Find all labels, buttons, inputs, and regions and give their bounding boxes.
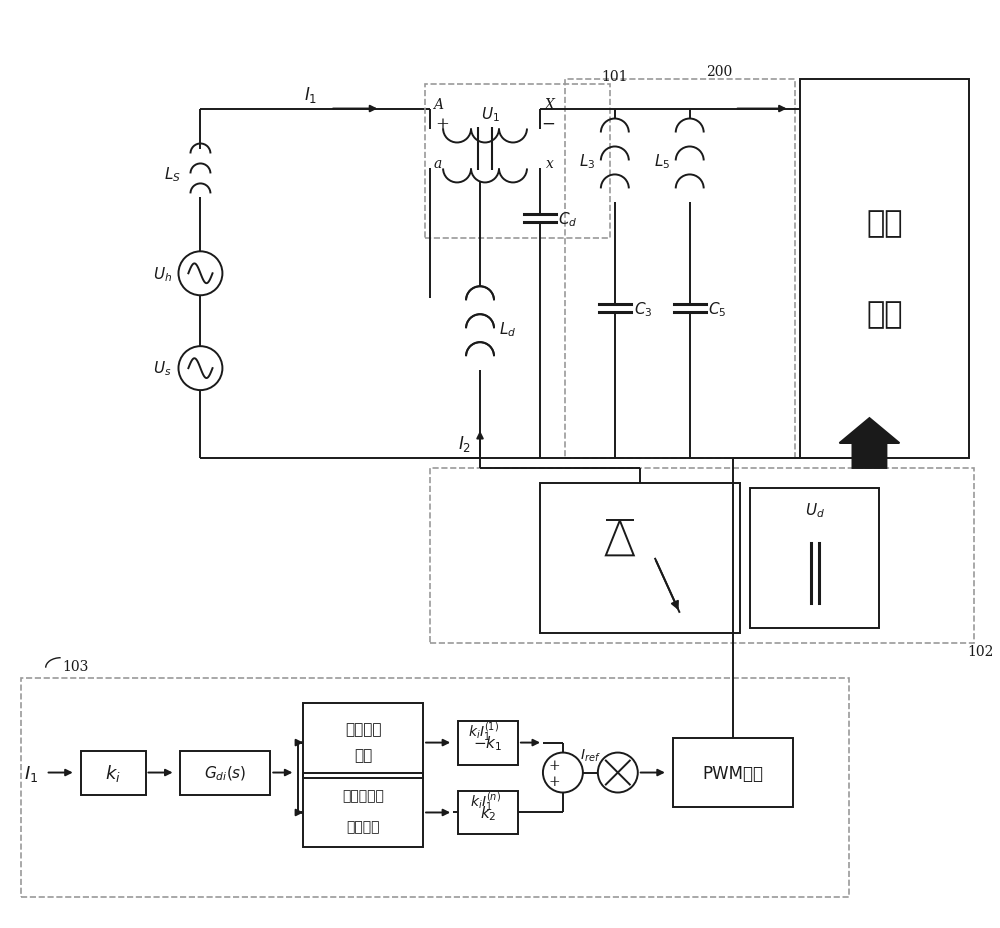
Bar <box>800 80 969 458</box>
Text: 基波检测: 基波检测 <box>345 722 381 737</box>
Bar <box>458 791 518 834</box>
Text: 200: 200 <box>707 65 733 79</box>
Bar <box>21 678 849 897</box>
Text: $I_2$: $I_2$ <box>458 433 472 454</box>
Bar <box>425 84 610 239</box>
Text: 负载: 负载 <box>866 300 903 329</box>
Text: X: X <box>545 97 555 111</box>
Text: $k_i$: $k_i$ <box>105 762 121 783</box>
Text: −: − <box>541 116 555 133</box>
Bar <box>750 488 879 628</box>
Text: $k_2$: $k_2$ <box>480 804 496 822</box>
Text: a: a <box>434 157 442 172</box>
Text: $L_S$: $L_S$ <box>164 165 181 184</box>
Text: $L_5$: $L_5$ <box>654 152 670 171</box>
Text: 谐波: 谐波 <box>866 209 903 238</box>
Text: 环节: 环节 <box>354 748 372 763</box>
Bar <box>303 773 423 847</box>
Text: $U_h$: $U_h$ <box>153 264 172 283</box>
Text: $L_3$: $L_3$ <box>579 152 595 171</box>
Text: A: A <box>433 97 443 111</box>
Polygon shape <box>839 419 899 469</box>
Text: $L_d$: $L_d$ <box>499 319 517 338</box>
Text: $k_i I_1^{(1)}$: $k_i I_1^{(1)}$ <box>468 719 499 742</box>
Text: 103: 103 <box>62 659 89 673</box>
Bar <box>430 469 974 643</box>
Text: $I_1$: $I_1$ <box>304 84 317 105</box>
Text: $C_d$: $C_d$ <box>558 210 578 228</box>
Text: +: + <box>548 774 560 788</box>
Bar <box>81 751 146 794</box>
Text: +: + <box>435 116 449 133</box>
Text: $-k_1$: $-k_1$ <box>473 733 503 752</box>
Text: +: + <box>548 758 560 772</box>
Text: $I_1$: $I_1$ <box>24 763 38 782</box>
Text: 101: 101 <box>602 70 628 84</box>
Bar <box>303 702 423 778</box>
Text: PWM驱动: PWM驱动 <box>702 764 763 781</box>
Bar <box>458 721 518 765</box>
Text: $k_i I_1^{(n)}$: $k_i I_1^{(n)}$ <box>470 790 501 812</box>
Text: $C_3$: $C_3$ <box>634 300 652 318</box>
Text: x: x <box>546 157 554 172</box>
Bar <box>565 80 795 458</box>
Bar <box>180 751 270 794</box>
Text: $U_1$: $U_1$ <box>481 105 499 123</box>
Text: $I_{ref}$: $I_{ref}$ <box>580 746 601 763</box>
Text: $G_{di}(s)$: $G_{di}(s)$ <box>204 764 247 782</box>
Bar <box>673 738 793 807</box>
Text: 102: 102 <box>967 644 993 658</box>
Text: 指定次谐波: 指定次谐波 <box>342 788 384 802</box>
Text: 检测环节: 检测环节 <box>346 819 380 833</box>
Bar <box>540 483 740 633</box>
Text: $U_d$: $U_d$ <box>805 501 825 520</box>
Text: $C_5$: $C_5$ <box>708 300 727 318</box>
Text: $U_s$: $U_s$ <box>153 359 172 378</box>
